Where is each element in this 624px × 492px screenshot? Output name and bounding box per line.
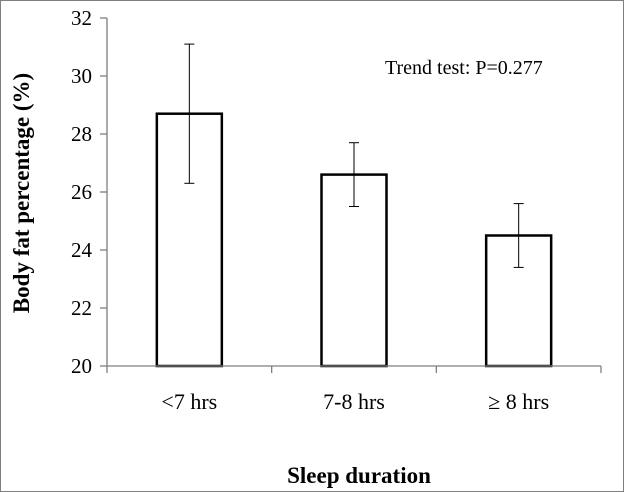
x-category-label: ≥ 8 hrs	[488, 389, 549, 414]
error-bars-layer	[184, 43, 524, 268]
x-category-label: 7-8 hrs	[323, 389, 385, 414]
trend-test-annotation: Trend test: P=0.277	[385, 57, 543, 79]
y-tick-label: 32	[71, 6, 92, 30]
x-category-label: <7 hrs	[161, 389, 217, 414]
y-tick-label: 26	[71, 180, 92, 204]
y-ticks-layer: 20 22 24 26 28 30 32	[71, 6, 602, 378]
y-tick-label: 30	[71, 64, 92, 88]
x-labels-layer: <7 hrs 7-8 hrs ≥ 8 hrs	[161, 389, 549, 414]
y-tick-label: 22	[71, 296, 92, 320]
x-axis-title: Sleep duration	[287, 463, 431, 488]
y-tick-label: 24	[71, 238, 93, 262]
y-tick-label: 28	[71, 122, 92, 146]
y-tick-label: 20	[71, 354, 92, 378]
y-axis-title: Body fat percentage (%)	[9, 73, 34, 313]
